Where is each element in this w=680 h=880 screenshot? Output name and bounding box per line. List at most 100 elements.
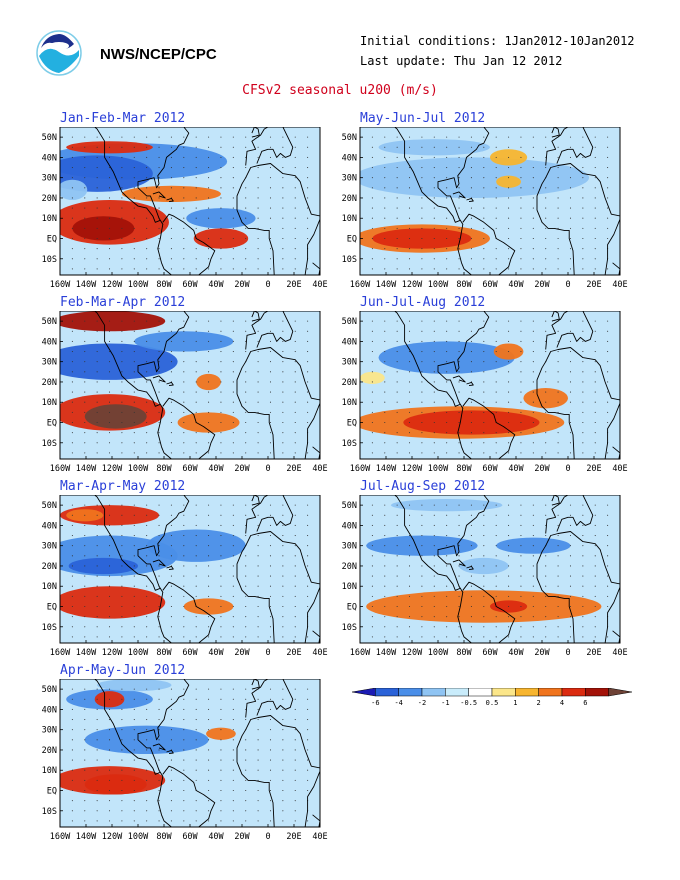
lon-tick-label: 140W (76, 832, 97, 842)
panel-amj: Apr-May-Jun 2012 160W 140W 120W 100W 80W 60W 4… (30, 663, 350, 843)
figure-title: CFSv2 seasonal u200 (m/s) (242, 83, 438, 98)
lat-tick-label: 20N (42, 378, 57, 388)
colorbar-label: 4 (560, 699, 564, 707)
panel-mam: Mar-Apr-May 2012 160W 140W 120W 100W 80W 60W 4… (30, 479, 350, 659)
lat-tick-label: 50N (42, 685, 57, 695)
contour-field (360, 495, 620, 643)
lat-tick-label: 30N (42, 726, 57, 736)
contour-field (360, 127, 620, 275)
lat-tick-label: EQ (347, 235, 357, 245)
lon-tick-label: 40W (208, 648, 224, 658)
colorbar-swatch (538, 688, 563, 697)
lat-tick-label: 20N (42, 562, 57, 572)
lat-tick-label: 10N (342, 214, 357, 224)
lon-tick-label: 60W (482, 280, 498, 290)
lat-tick-label: EQ (347, 603, 357, 613)
colorbar-label: 2 (537, 699, 541, 707)
lon-tick-label: 0 (565, 464, 570, 474)
lat-tick-label: 20N (42, 746, 57, 756)
lon-tick-label: 100W (128, 832, 149, 842)
lon-tick-label: 40W (508, 464, 524, 474)
lat-tick-label: EQ (47, 419, 57, 429)
panel-jja: Jun-Jul-Aug 2012 160W 140W 120W 100W 80W 60W 4… (330, 295, 650, 475)
colorbar-swatch (468, 688, 493, 697)
lat-tick-label: 10N (42, 214, 57, 224)
lat-tick-label: 40N (42, 337, 57, 347)
colorbar-swatch (421, 688, 446, 697)
lat-tick-label: 10N (342, 398, 357, 408)
coastlines (60, 495, 320, 643)
lon-tick-label: 0 (265, 648, 270, 658)
lat-tick-label: 10S (342, 623, 357, 633)
colorbar-swatch (491, 688, 516, 697)
colorbar-swatch (608, 688, 632, 697)
contour-field (60, 495, 320, 643)
lat-tick-label: 10N (42, 398, 57, 408)
lat-tick-label: EQ (47, 603, 57, 613)
coastlines (60, 311, 320, 459)
lon-tick-label: 100W (428, 648, 449, 658)
panel-jfm: Jan-Feb-Mar 2012 160W 140W 120W 100W 80W 60W 4… (30, 111, 350, 291)
contour-field (60, 679, 320, 827)
lon-tick-label: 100W (128, 280, 149, 290)
lon-tick-label: 80W (156, 648, 172, 658)
lat-tick-label: 40N (342, 153, 357, 163)
lon-tick-label: 80W (156, 832, 172, 842)
panel-fma: Feb-Mar-Apr 2012 160W 140W 120W 100W 80W 60W 4… (30, 295, 350, 475)
lat-tick-label: 40N (42, 153, 57, 163)
panel-title: Jan-Feb-Mar 2012 (60, 111, 186, 126)
colorbar-label: -0.5 (460, 699, 477, 707)
lon-tick-label: 60W (182, 464, 198, 474)
lat-tick-label: 20N (342, 378, 357, 388)
lon-tick-label: 80W (156, 464, 172, 474)
colorbar-label: -6 (371, 699, 379, 707)
coastlines (60, 679, 320, 827)
lon-tick-label: 60W (482, 464, 498, 474)
lon-tick-label: 40W (208, 832, 224, 842)
lon-tick-label: 40E (312, 464, 327, 474)
panel-title: May-Jun-Jul 2012 (360, 111, 486, 126)
lon-tick-label: 120W (402, 280, 423, 290)
coastlines (60, 127, 320, 275)
colorbar-label: -2 (418, 699, 426, 707)
lat-tick-label: 40N (42, 521, 57, 531)
lon-tick-label: 20W (534, 648, 550, 658)
lat-tick-label: 50N (42, 317, 57, 327)
lat-tick-label: 10S (42, 439, 57, 449)
colorbar-swatch (375, 688, 399, 697)
lon-tick-label: 20E (286, 280, 301, 290)
lon-tick-label: 140W (376, 464, 397, 474)
coastlines (360, 495, 620, 643)
lon-tick-label: 140W (376, 648, 397, 658)
lat-tick-label: 50N (342, 133, 357, 143)
lon-tick-label: 80W (456, 464, 472, 474)
lon-tick-label: 160W (350, 648, 371, 658)
lon-tick-label: 40W (508, 648, 524, 658)
panel-title: Jul-Aug-Sep 2012 (360, 479, 486, 494)
initial-conditions: Initial conditions: 1Jan2012-10Jan2012 (360, 34, 635, 48)
map-mam: 160W 140W 120W 100W 80W 60W 40W 20W 0 20E 40E 50N 40… (42, 495, 328, 658)
panel-jas: Jul-Aug-Sep 2012 160W 140W 120W 100W 80W 60W 4… (330, 479, 650, 659)
lon-tick-label: 160W (50, 464, 71, 474)
lon-tick-label: 0 (565, 280, 570, 290)
lon-tick-label: 40E (312, 280, 327, 290)
coastlines (360, 127, 620, 275)
lat-tick-label: 20N (342, 562, 357, 572)
panel-title: Feb-Mar-Apr 2012 (60, 295, 186, 310)
lat-tick-label: 40N (342, 337, 357, 347)
lat-tick-label: 20N (42, 194, 57, 204)
colorbar-swatch (352, 688, 376, 697)
lat-tick-label: 10S (42, 623, 57, 633)
lat-tick-label: 30N (42, 358, 57, 368)
panel-title: Apr-May-Jun 2012 (60, 663, 186, 678)
lon-tick-label: 20W (234, 280, 250, 290)
contour-field (60, 311, 320, 459)
lat-tick-label: 10S (42, 807, 57, 817)
map-mjj: 160W 140W 120W 100W 80W 60W 40W 20W 0 20E 40E 50N 40… (342, 127, 628, 290)
org-name: NWS/NCEP/CPC (100, 46, 217, 63)
lon-tick-label: 40E (312, 832, 327, 842)
lon-tick-label: 20E (586, 648, 601, 658)
lon-tick-label: 120W (102, 280, 123, 290)
lat-tick-label: 50N (342, 317, 357, 327)
lon-tick-label: 120W (402, 648, 423, 658)
